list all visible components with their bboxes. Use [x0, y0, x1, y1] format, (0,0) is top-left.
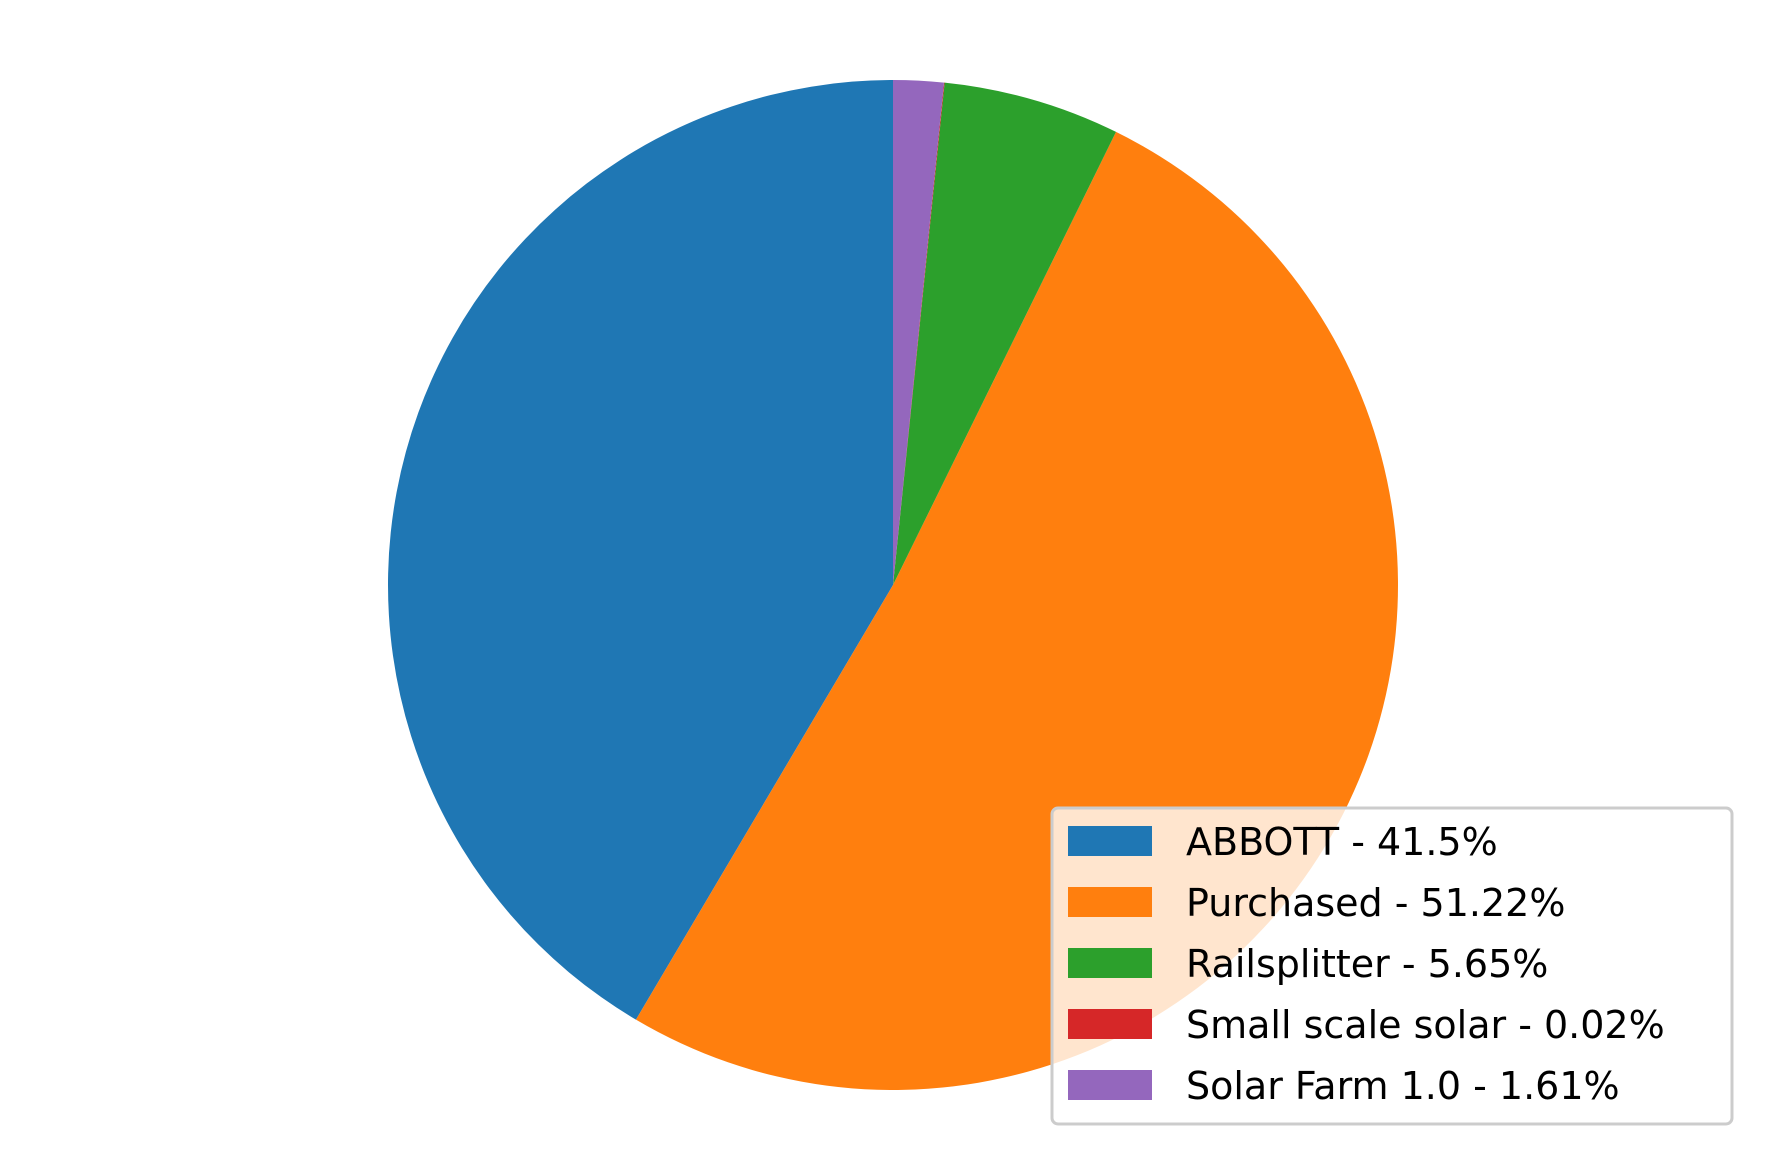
legend-label: Solar Farm 1.0 - 1.61% — [1186, 1064, 1620, 1108]
pie-slices — [387, 80, 1398, 1090]
legend-label: ABBOTT - 41.5% — [1186, 820, 1498, 864]
pie-slice-railsplitter — [893, 82, 1117, 585]
legend-label: Railsplitter - 5.65% — [1186, 942, 1548, 986]
legend-label: Purchased - 51.22% — [1186, 881, 1565, 925]
legend-swatch — [1068, 887, 1152, 917]
legend-swatch — [1068, 1009, 1152, 1039]
pie-slice-abbott — [387, 80, 893, 1020]
legend: ABBOTT - 41.5% Purchased - 51.22% Railspli… — [1050, 806, 1734, 1126]
legend-label: Small scale solar - 0.02% — [1186, 1003, 1665, 1047]
pie-slice-small-scale-solar — [893, 82, 945, 586]
legend-frame — [1050, 806, 1734, 1126]
legend-swatch — [1068, 1070, 1152, 1100]
pie-slice-solar-farm-1-0 — [893, 80, 944, 585]
legend-swatch — [1068, 826, 1152, 856]
legend-swatch — [1068, 948, 1152, 978]
